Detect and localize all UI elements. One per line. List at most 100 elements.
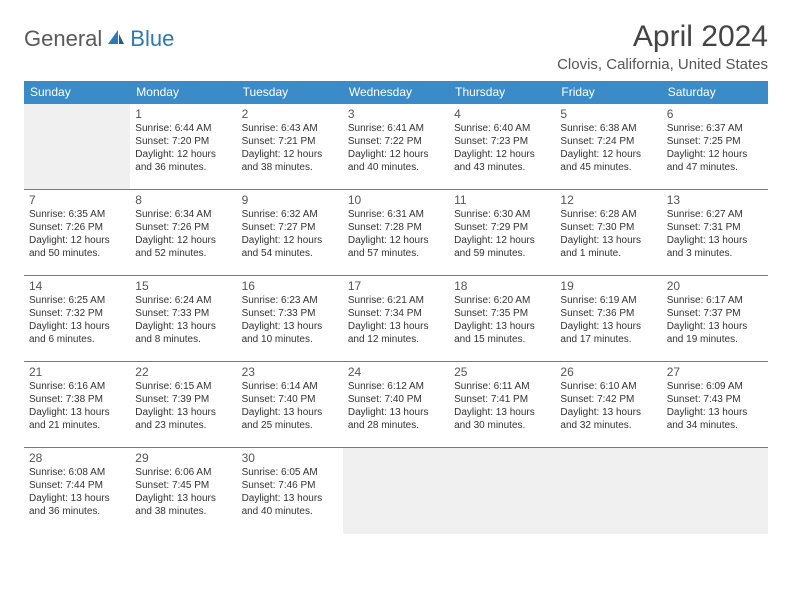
sunrise-text: Sunrise: 6:43 AM: [242, 123, 338, 136]
daylight-text: and 38 minutes.: [242, 162, 338, 175]
sunrise-text: Sunrise: 6:30 AM: [454, 209, 550, 222]
day-number: 4: [454, 107, 550, 122]
sunset-text: Sunset: 7:26 PM: [135, 222, 231, 235]
day-cell: 2Sunrise: 6:43 AMSunset: 7:21 PMDaylight…: [237, 104, 343, 190]
sunrise-text: Sunrise: 6:35 AM: [29, 209, 125, 222]
daylight-text: and 25 minutes.: [242, 420, 338, 433]
daylight-text: and 19 minutes.: [667, 334, 763, 347]
daylight-text: and 38 minutes.: [135, 506, 231, 519]
daylight-text: Daylight: 13 hours: [667, 407, 763, 420]
calendar-page: General Blue April 2024 Clovis, Californ…: [0, 0, 792, 554]
day-header: Wednesday: [343, 81, 449, 104]
day-header: Tuesday: [237, 81, 343, 104]
day-cell: 23Sunrise: 6:14 AMSunset: 7:40 PMDayligh…: [237, 362, 343, 448]
daylight-text: and 28 minutes.: [348, 420, 444, 433]
day-number: 19: [560, 279, 656, 294]
sunrise-text: Sunrise: 6:14 AM: [242, 381, 338, 394]
empty-cell: [343, 448, 449, 534]
day-header: Thursday: [449, 81, 555, 104]
sunset-text: Sunset: 7:38 PM: [29, 394, 125, 407]
sunset-text: Sunset: 7:42 PM: [560, 394, 656, 407]
daylight-text: and 23 minutes.: [135, 420, 231, 433]
daylight-text: Daylight: 12 hours: [29, 235, 125, 248]
sunset-text: Sunset: 7:34 PM: [348, 308, 444, 321]
daylight-text: and 32 minutes.: [560, 420, 656, 433]
sunset-text: Sunset: 7:23 PM: [454, 136, 550, 149]
day-number: 29: [135, 451, 231, 466]
daylight-text: Daylight: 13 hours: [348, 321, 444, 334]
calendar-row: 28Sunrise: 6:08 AMSunset: 7:44 PMDayligh…: [24, 448, 768, 534]
daylight-text: Daylight: 12 hours: [454, 149, 550, 162]
day-number: 14: [29, 279, 125, 294]
day-cell: 27Sunrise: 6:09 AMSunset: 7:43 PMDayligh…: [662, 362, 768, 448]
sunset-text: Sunset: 7:36 PM: [560, 308, 656, 321]
title-block: April 2024 Clovis, California, United St…: [557, 20, 768, 73]
day-cell: 26Sunrise: 6:10 AMSunset: 7:42 PMDayligh…: [555, 362, 661, 448]
day-number: 28: [29, 451, 125, 466]
month-title: April 2024: [557, 20, 768, 54]
logo-sail-icon: [106, 28, 126, 51]
daylight-text: and 17 minutes.: [560, 334, 656, 347]
daylight-text: and 21 minutes.: [29, 420, 125, 433]
daylight-text: Daylight: 13 hours: [242, 493, 338, 506]
day-number: 7: [29, 193, 125, 208]
day-cell: 8Sunrise: 6:34 AMSunset: 7:26 PMDaylight…: [130, 190, 236, 276]
sunset-text: Sunset: 7:46 PM: [242, 480, 338, 493]
day-number: 24: [348, 365, 444, 380]
daylight-text: Daylight: 13 hours: [454, 321, 550, 334]
daylight-text: Daylight: 13 hours: [29, 407, 125, 420]
day-cell: 24Sunrise: 6:12 AMSunset: 7:40 PMDayligh…: [343, 362, 449, 448]
sunrise-text: Sunrise: 6:20 AM: [454, 295, 550, 308]
sunrise-text: Sunrise: 6:41 AM: [348, 123, 444, 136]
sunset-text: Sunset: 7:29 PM: [454, 222, 550, 235]
day-cell: 30Sunrise: 6:05 AMSunset: 7:46 PMDayligh…: [237, 448, 343, 534]
daylight-text: and 36 minutes.: [29, 506, 125, 519]
logo-text-general: General: [24, 26, 102, 52]
sunrise-text: Sunrise: 6:11 AM: [454, 381, 550, 394]
day-number: 10: [348, 193, 444, 208]
sunset-text: Sunset: 7:37 PM: [667, 308, 763, 321]
sunrise-text: Sunrise: 6:17 AM: [667, 295, 763, 308]
daylight-text: Daylight: 13 hours: [135, 493, 231, 506]
day-cell: 1Sunrise: 6:44 AMSunset: 7:20 PMDaylight…: [130, 104, 236, 190]
sunrise-text: Sunrise: 6:12 AM: [348, 381, 444, 394]
day-number: 8: [135, 193, 231, 208]
daylight-text: Daylight: 12 hours: [242, 235, 338, 248]
day-number: 20: [667, 279, 763, 294]
day-number: 1: [135, 107, 231, 122]
sunrise-text: Sunrise: 6:09 AM: [667, 381, 763, 394]
calendar-row: 1Sunrise: 6:44 AMSunset: 7:20 PMDaylight…: [24, 104, 768, 190]
sunset-text: Sunset: 7:41 PM: [454, 394, 550, 407]
daylight-text: Daylight: 12 hours: [560, 149, 656, 162]
daylight-text: Daylight: 13 hours: [135, 321, 231, 334]
sunset-text: Sunset: 7:27 PM: [242, 222, 338, 235]
daylight-text: Daylight: 12 hours: [242, 149, 338, 162]
day-cell: 7Sunrise: 6:35 AMSunset: 7:26 PMDaylight…: [24, 190, 130, 276]
sunset-text: Sunset: 7:33 PM: [242, 308, 338, 321]
sunset-text: Sunset: 7:44 PM: [29, 480, 125, 493]
day-number: 6: [667, 107, 763, 122]
day-cell: 15Sunrise: 6:24 AMSunset: 7:33 PMDayligh…: [130, 276, 236, 362]
day-header: Saturday: [662, 81, 768, 104]
sunrise-text: Sunrise: 6:34 AM: [135, 209, 231, 222]
daylight-text: Daylight: 13 hours: [667, 321, 763, 334]
daylight-text: and 10 minutes.: [242, 334, 338, 347]
empty-cell: [662, 448, 768, 534]
day-cell: 22Sunrise: 6:15 AMSunset: 7:39 PMDayligh…: [130, 362, 236, 448]
sunrise-text: Sunrise: 6:15 AM: [135, 381, 231, 394]
day-cell: 19Sunrise: 6:19 AMSunset: 7:36 PMDayligh…: [555, 276, 661, 362]
day-number: 21: [29, 365, 125, 380]
sunrise-text: Sunrise: 6:37 AM: [667, 123, 763, 136]
day-cell: 20Sunrise: 6:17 AMSunset: 7:37 PMDayligh…: [662, 276, 768, 362]
day-cell: 11Sunrise: 6:30 AMSunset: 7:29 PMDayligh…: [449, 190, 555, 276]
daylight-text: and 30 minutes.: [454, 420, 550, 433]
sunrise-text: Sunrise: 6:40 AM: [454, 123, 550, 136]
daylight-text: and 3 minutes.: [667, 248, 763, 261]
day-cell: 28Sunrise: 6:08 AMSunset: 7:44 PMDayligh…: [24, 448, 130, 534]
calendar-row: 14Sunrise: 6:25 AMSunset: 7:32 PMDayligh…: [24, 276, 768, 362]
logo-text-blue: Blue: [130, 26, 174, 52]
day-header: Friday: [555, 81, 661, 104]
day-cell: 12Sunrise: 6:28 AMSunset: 7:30 PMDayligh…: [555, 190, 661, 276]
daylight-text: Daylight: 12 hours: [348, 235, 444, 248]
sunrise-text: Sunrise: 6:27 AM: [667, 209, 763, 222]
